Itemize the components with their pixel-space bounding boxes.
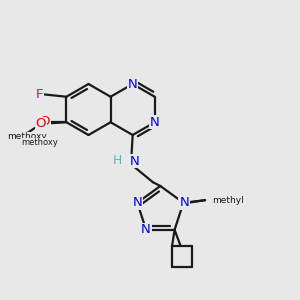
Text: O: O: [36, 117, 46, 130]
Text: methyl: methyl: [213, 196, 244, 205]
Text: methoxy: methoxy: [21, 138, 58, 147]
Text: N: N: [130, 155, 140, 168]
Text: N: N: [178, 196, 188, 209]
Text: N: N: [141, 223, 151, 236]
Text: N: N: [128, 77, 137, 91]
Text: H: H: [113, 154, 122, 167]
Text: O: O: [40, 115, 50, 128]
Text: N: N: [132, 196, 142, 209]
Text: N: N: [179, 196, 189, 209]
Text: N: N: [150, 116, 160, 129]
Text: F: F: [36, 88, 44, 101]
Text: methoxy: methoxy: [8, 132, 47, 141]
